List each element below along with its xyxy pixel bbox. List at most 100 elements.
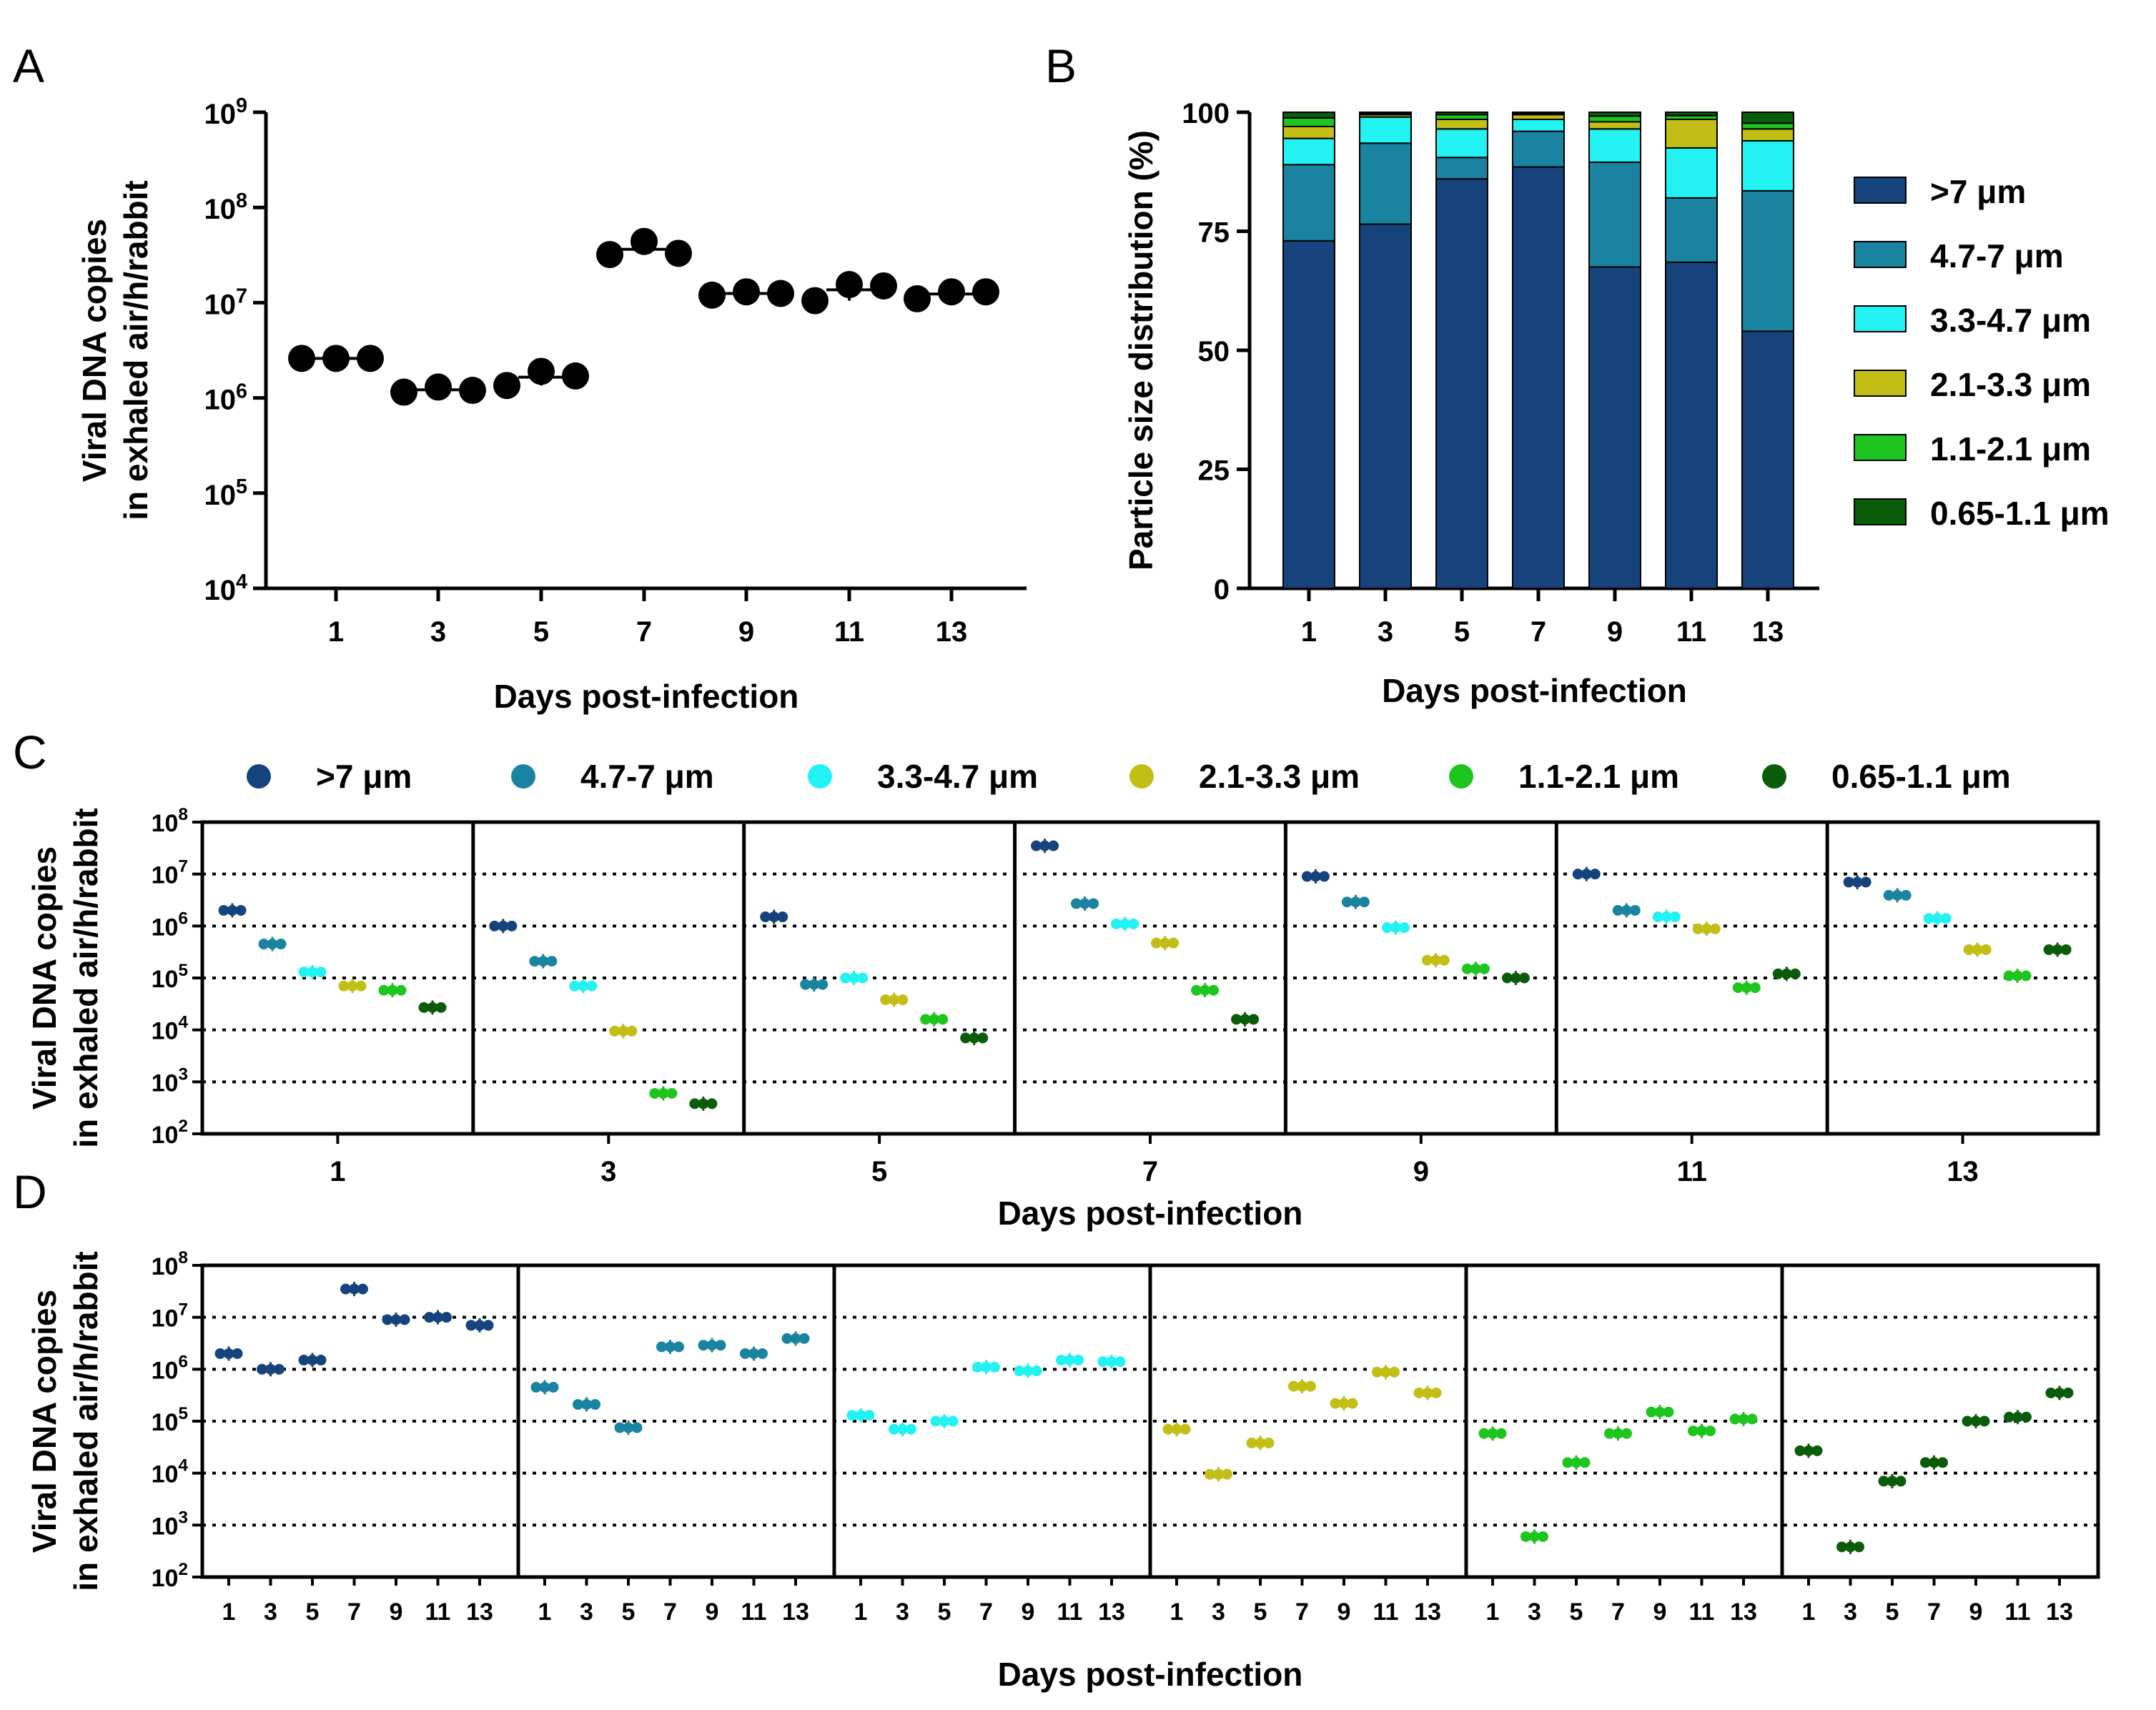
data-point: [1430, 954, 1441, 966]
bar-segment: [1282, 125, 1335, 139]
x-tick-label: 1: [1301, 616, 1317, 648]
data-point: [1629, 904, 1641, 916]
data-point: [1612, 904, 1623, 916]
data-point: [1705, 1425, 1716, 1437]
data-point: [1732, 982, 1744, 994]
bar-segment: [1665, 261, 1718, 589]
data-point: [1350, 896, 1361, 908]
data-point: [2060, 944, 2072, 955]
data-point: [1301, 871, 1312, 882]
data-point: [1669, 911, 1681, 923]
x-tick-label: 7: [663, 1598, 677, 1626]
x-tick-label: 3: [1378, 616, 1393, 648]
data-point: [298, 967, 310, 978]
data-point: [781, 1333, 793, 1344]
data-point: [257, 1363, 267, 1375]
x-tick-label: 5: [306, 1598, 320, 1626]
x-tick-label: 1: [222, 1598, 236, 1626]
data-point: [1688, 1425, 1698, 1437]
y-tick-label: 106: [152, 1352, 188, 1384]
panel-label-b: B: [1045, 39, 1077, 92]
x-tick-label: 11: [1057, 1598, 1083, 1626]
data-point: [673, 1341, 684, 1353]
data-point: [1191, 984, 1202, 996]
x-axis-title: Days post-infection: [998, 1195, 1303, 1232]
x-tick-label: 13: [1947, 1156, 1979, 1187]
data-point: [1288, 1380, 1299, 1392]
data-point: [1064, 1355, 1075, 1366]
bar-segment: [1741, 189, 1794, 332]
data-point: [399, 1314, 410, 1325]
data-point: [357, 345, 384, 372]
data-point: [1208, 984, 1220, 996]
x-tick-label: 7: [1927, 1598, 1941, 1626]
data-point: [1746, 1413, 1758, 1425]
data-point: [631, 227, 658, 255]
data-point: [347, 980, 358, 992]
data-point: [618, 1025, 629, 1037]
data-point: [1056, 1355, 1067, 1366]
data-point: [801, 287, 829, 315]
data-point: [395, 984, 407, 996]
data-point: [298, 1355, 310, 1366]
data-point: [614, 1422, 625, 1433]
data-point: [930, 1415, 941, 1427]
x-tick-label: 11: [1677, 1156, 1707, 1187]
x-tick-label: 1: [538, 1598, 552, 1626]
data-point: [623, 1422, 634, 1433]
legend-marker: [511, 764, 535, 789]
data-point: [1886, 1476, 1898, 1487]
data-point: [1518, 972, 1530, 984]
data-point: [649, 1087, 661, 1099]
x-tick-label: 9: [1969, 1598, 1983, 1626]
data-point: [1937, 1457, 1948, 1468]
data-point: [357, 1283, 368, 1295]
data-point: [1589, 869, 1601, 880]
bar-segment: [1512, 112, 1565, 114]
data-point: [1248, 1014, 1260, 1025]
data-point: [474, 1320, 485, 1331]
y-tick-label: 108: [152, 1248, 188, 1280]
data-point: [538, 956, 549, 967]
bar-segment: [1665, 112, 1718, 117]
data-point: [235, 904, 247, 916]
legend-label: 2.1-3.3 μm: [1930, 366, 2091, 403]
legend-label: 0.65-1.1 μm: [1831, 758, 2011, 795]
legend-swatch: [1854, 434, 1907, 461]
x-tick-label: 11: [2005, 1598, 2031, 1626]
x-tick-label: 7: [1611, 1598, 1625, 1626]
x-tick-label: 9: [1022, 1598, 1035, 1626]
data-point: [1929, 1457, 1939, 1468]
x-tick-label: 9: [1607, 616, 1623, 648]
data-point: [1031, 840, 1042, 851]
bar-segment: [1741, 128, 1794, 142]
data-point: [382, 1314, 393, 1325]
x-tick-label: 9: [1653, 1598, 1667, 1626]
data-point: [315, 1355, 327, 1366]
legend-swatch: [1854, 241, 1907, 268]
data-point: [1772, 968, 1784, 979]
data-point: [1843, 876, 1854, 888]
data-point: [1701, 923, 1712, 934]
x-tick-label: 1: [1802, 1598, 1816, 1626]
y-tick-label: 107: [152, 1300, 188, 1333]
data-point: [1932, 913, 1943, 924]
x-tick-label: 9: [706, 1598, 719, 1626]
data-point: [1168, 937, 1180, 949]
legend-swatch: [1854, 370, 1907, 397]
data-point: [548, 1382, 559, 1393]
data-point: [1263, 1438, 1275, 1449]
x-tick-label: 13: [466, 1598, 493, 1626]
data-point: [857, 972, 869, 984]
y-tick-label: 108: [204, 189, 247, 225]
bar-segment: [1512, 130, 1565, 168]
data-point: [258, 939, 270, 950]
bar-segment: [1282, 112, 1335, 119]
data-point: [546, 956, 558, 967]
data-point: [665, 1341, 676, 1353]
bar-segment: [1282, 164, 1335, 242]
data-point: [1128, 918, 1139, 929]
data-point: [1358, 896, 1370, 908]
data-point: [906, 1423, 916, 1435]
data-point: [1845, 1541, 1856, 1553]
